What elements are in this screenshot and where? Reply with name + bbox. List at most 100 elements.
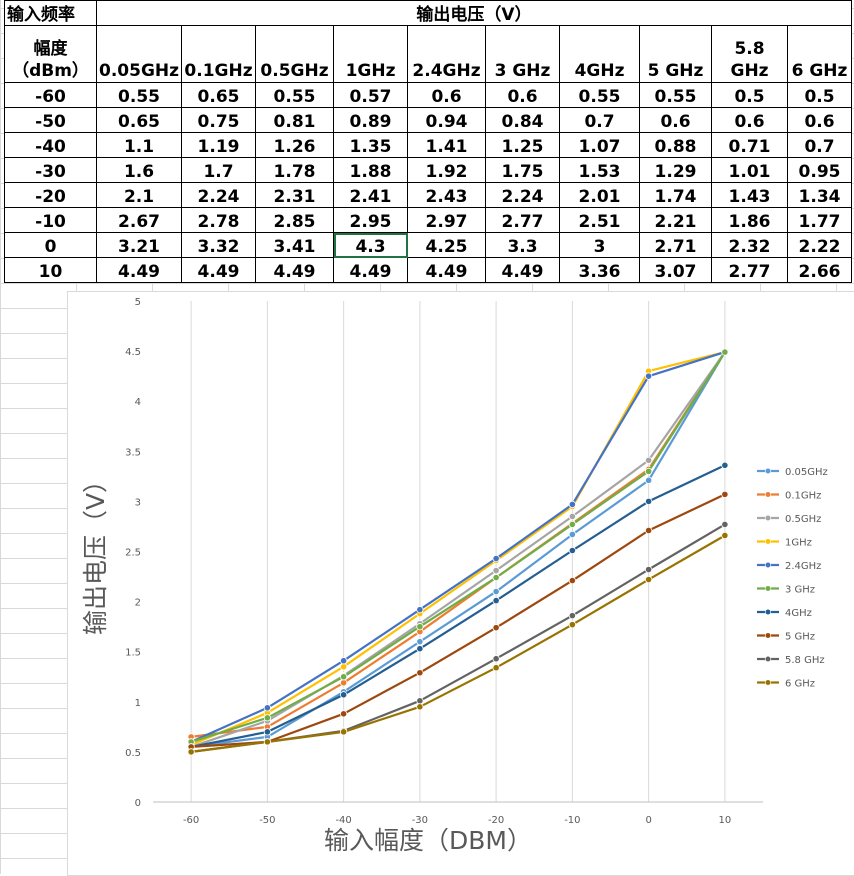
- value-cell[interactable]: 0.5: [711, 82, 789, 108]
- value-cell[interactable]: 4.25: [407, 232, 487, 258]
- value-cell[interactable]: 1.26: [255, 132, 335, 158]
- value-cell[interactable]: 1.77: [787, 207, 853, 233]
- value-cell[interactable]: 2.77: [711, 257, 789, 283]
- value-cell[interactable]: 3: [559, 232, 641, 258]
- value-cell[interactable]: 1.86: [711, 207, 789, 233]
- header-frequency[interactable]: 1GHz: [333, 25, 409, 83]
- value-cell[interactable]: 4.49: [181, 257, 257, 283]
- value-cell[interactable]: 4.49: [407, 257, 487, 283]
- header-frequency[interactable]: 0.1GHz: [181, 25, 257, 83]
- value-cell[interactable]: 3.07: [639, 257, 713, 283]
- value-cell[interactable]: 2.32: [711, 232, 789, 258]
- amplitude-cell[interactable]: -30: [4, 157, 97, 183]
- value-cell[interactable]: 2.78: [181, 207, 257, 233]
- value-cell[interactable]: 0.95: [787, 157, 853, 183]
- value-cell[interactable]: 1.74: [639, 182, 713, 208]
- value-cell[interactable]: 2.97: [407, 207, 487, 233]
- value-cell[interactable]: 0.55: [639, 82, 713, 108]
- value-cell[interactable]: 2.01: [559, 182, 641, 208]
- amplitude-cell[interactable]: -40: [4, 132, 97, 158]
- line-chart[interactable]: 0 0.5 1 1.5 2 2.5 3 3.5 4 4.5 5 -60 -50 -40 -30 -20 -10 0…: [67, 291, 854, 876]
- value-cell[interactable]: 1.75: [485, 157, 561, 183]
- header-frequency[interactable]: 5 GHz: [639, 25, 713, 83]
- value-cell[interactable]: 1.7: [181, 157, 257, 183]
- amplitude-cell[interactable]: -60: [4, 82, 97, 108]
- value-cell[interactable]: 2.31: [255, 182, 335, 208]
- value-cell[interactable]: 0.94: [407, 107, 487, 133]
- value-cell[interactable]: 2.24: [485, 182, 561, 208]
- value-cell[interactable]: 2.24: [181, 182, 257, 208]
- value-cell[interactable]: 0.88: [639, 132, 713, 158]
- value-cell[interactable]: 2.41: [333, 182, 409, 208]
- value-cell[interactable]: 0.89: [333, 107, 409, 133]
- header-frequency[interactable]: 3 GHz: [485, 25, 561, 83]
- value-cell[interactable]: 0.75: [181, 107, 257, 133]
- value-cell[interactable]: 0.6: [639, 107, 713, 133]
- value-cell[interactable]: 0.6: [711, 107, 789, 133]
- value-cell[interactable]: 1.53: [559, 157, 641, 183]
- value-cell[interactable]: 4.49: [333, 257, 409, 283]
- value-cell[interactable]: 1.6: [95, 157, 183, 183]
- value-cell[interactable]: 2.1: [95, 182, 183, 208]
- header-frequency[interactable]: 2.4GHz: [407, 25, 487, 83]
- value-cell[interactable]: 2.67: [95, 207, 183, 233]
- value-cell[interactable]: 2.21: [639, 207, 713, 233]
- value-cell[interactable]: 0.6: [787, 107, 853, 133]
- value-cell[interactable]: 2.77: [485, 207, 561, 233]
- header-frequency[interactable]: 4GHz: [559, 25, 641, 83]
- value-cell[interactable]: 3.21: [95, 232, 183, 258]
- value-cell[interactable]: 0.7: [787, 132, 853, 158]
- header-input-frequency[interactable]: 输入频率: [4, 0, 97, 26]
- amplitude-cell[interactable]: 10: [4, 257, 97, 283]
- amplitude-cell[interactable]: -50: [4, 107, 97, 133]
- value-cell[interactable]: 4.49: [255, 257, 335, 283]
- value-cell[interactable]: 0.55: [559, 82, 641, 108]
- value-cell[interactable]: 3.32: [181, 232, 257, 258]
- value-cell[interactable]: 1.34: [787, 182, 853, 208]
- value-cell[interactable]: 1.88: [333, 157, 409, 183]
- value-cell[interactable]: 4.3: [333, 232, 409, 258]
- value-cell[interactable]: 1.41: [407, 132, 487, 158]
- value-cell[interactable]: 1.92: [407, 157, 487, 183]
- header-frequency[interactable]: 0.5GHz: [255, 25, 335, 83]
- value-cell[interactable]: 0.71: [711, 132, 789, 158]
- value-cell[interactable]: 2.85: [255, 207, 335, 233]
- value-cell[interactable]: 1.07: [559, 132, 641, 158]
- value-cell[interactable]: 1.29: [639, 157, 713, 183]
- header-amplitude[interactable]: 幅度（dBm）: [4, 25, 97, 83]
- header-frequency[interactable]: 5.8 GHz: [711, 25, 789, 83]
- header-output-voltage[interactable]: 输出电压（V）: [95, 0, 853, 26]
- value-cell[interactable]: 0.7: [559, 107, 641, 133]
- value-cell[interactable]: 4.49: [485, 257, 561, 283]
- value-cell[interactable]: 0.55: [95, 82, 183, 108]
- header-frequency[interactable]: 6 GHz: [787, 25, 853, 83]
- value-cell[interactable]: 3.36: [559, 257, 641, 283]
- value-cell[interactable]: 2.43: [407, 182, 487, 208]
- value-cell[interactable]: 2.71: [639, 232, 713, 258]
- value-cell[interactable]: 3.3: [485, 232, 561, 258]
- value-cell[interactable]: 3.41: [255, 232, 335, 258]
- value-cell[interactable]: 1.78: [255, 157, 335, 183]
- value-cell[interactable]: 0.65: [95, 107, 183, 133]
- value-cell[interactable]: 0.57: [333, 82, 409, 108]
- value-cell[interactable]: 2.66: [787, 257, 853, 283]
- amplitude-cell[interactable]: -10: [4, 207, 97, 233]
- value-cell[interactable]: 2.51: [559, 207, 641, 233]
- amplitude-cell[interactable]: 0: [4, 232, 97, 258]
- value-cell[interactable]: 0.81: [255, 107, 335, 133]
- value-cell[interactable]: 0.55: [255, 82, 335, 108]
- value-cell[interactable]: 1.43: [711, 182, 789, 208]
- value-cell[interactable]: 0.65: [181, 82, 257, 108]
- value-cell[interactable]: 0.84: [485, 107, 561, 133]
- value-cell[interactable]: 1.35: [333, 132, 409, 158]
- value-cell[interactable]: 0.6: [407, 82, 487, 108]
- header-frequency[interactable]: 0.05GHz: [95, 25, 183, 83]
- value-cell[interactable]: 1.01: [711, 157, 789, 183]
- value-cell[interactable]: 1.1: [95, 132, 183, 158]
- value-cell[interactable]: 2.22: [787, 232, 853, 258]
- value-cell[interactable]: 2.95: [333, 207, 409, 233]
- value-cell[interactable]: 1.25: [485, 132, 561, 158]
- value-cell[interactable]: 1.19: [181, 132, 257, 158]
- value-cell[interactable]: 0.6: [485, 82, 561, 108]
- value-cell[interactable]: 4.49: [95, 257, 183, 283]
